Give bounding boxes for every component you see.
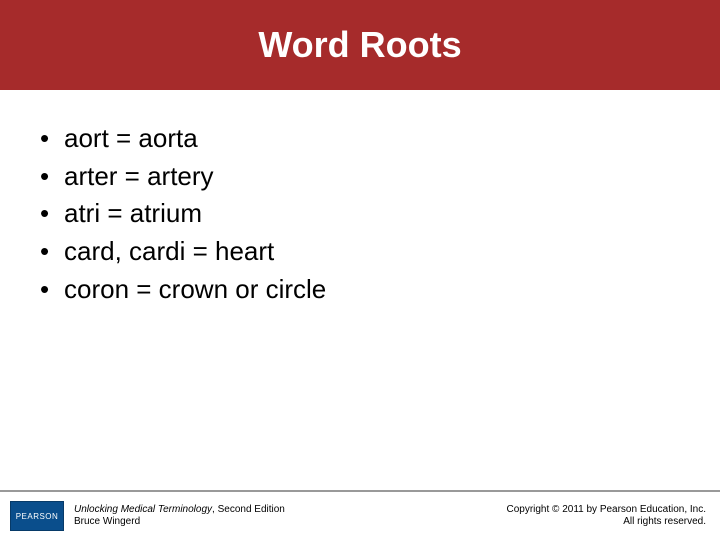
bullet-icon: • <box>40 233 64 271</box>
footer-left: PEARSON Unlocking Medical Terminology, S… <box>10 501 285 531</box>
list-item-text: atri = atrium <box>64 195 202 233</box>
list-item: • aort = aorta <box>40 120 680 158</box>
content-area: • aort = aorta • arter = artery • atri =… <box>0 90 720 308</box>
book-reference: Unlocking Medical Terminology, Second Ed… <box>74 504 285 529</box>
list-item-text: card, cardi = heart <box>64 233 274 271</box>
list-item: • arter = artery <box>40 158 680 196</box>
footer: PEARSON Unlocking Medical Terminology, S… <box>0 490 720 540</box>
list-item: • atri = atrium <box>40 195 680 233</box>
list-item-text: arter = artery <box>64 158 214 196</box>
book-title: Unlocking Medical Terminology <box>74 504 212 515</box>
title-bar: Word Roots <box>0 0 720 90</box>
list-item-text: coron = crown or circle <box>64 271 326 309</box>
copyright-line2: All rights reserved. <box>623 516 706 527</box>
list-item-text: aort = aorta <box>64 120 198 158</box>
copyright-line1: Copyright © 2011 by Pearson Education, I… <box>506 504 706 515</box>
bullet-icon: • <box>40 271 64 309</box>
list-item: • card, cardi = heart <box>40 233 680 271</box>
bullet-icon: • <box>40 195 64 233</box>
copyright-block: Copyright © 2011 by Pearson Education, I… <box>506 504 706 529</box>
page-title: Word Roots <box>258 24 461 66</box>
bullet-list: • aort = aorta • arter = artery • atri =… <box>40 120 680 308</box>
bullet-icon: • <box>40 158 64 196</box>
list-item: • coron = crown or circle <box>40 271 680 309</box>
slide: Word Roots • aort = aorta • arter = arte… <box>0 0 720 540</box>
publisher-logo: PEARSON <box>10 501 64 531</box>
author-name: Bruce Wingerd <box>74 516 140 527</box>
bullet-icon: • <box>40 120 64 158</box>
book-edition: , Second Edition <box>212 504 285 515</box>
